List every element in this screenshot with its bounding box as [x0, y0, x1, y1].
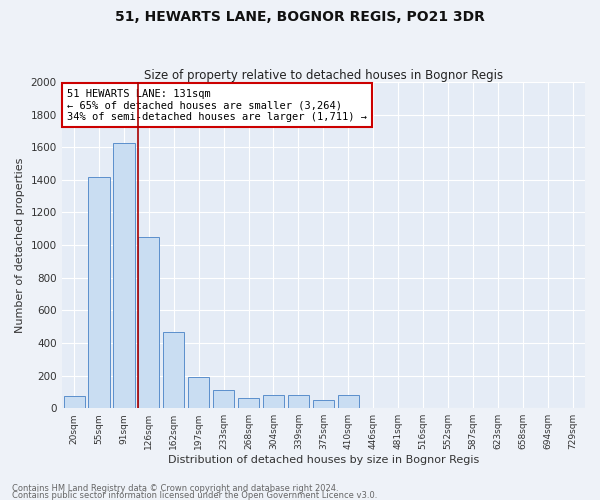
- Bar: [213, 390, 234, 408]
- Bar: [113, 143, 134, 408]
- Bar: [288, 395, 309, 408]
- Bar: [188, 377, 209, 408]
- Bar: [338, 395, 359, 408]
- X-axis label: Distribution of detached houses by size in Bognor Regis: Distribution of detached houses by size …: [168, 455, 479, 465]
- Bar: [88, 176, 110, 408]
- Bar: [163, 332, 184, 408]
- Y-axis label: Number of detached properties: Number of detached properties: [15, 158, 25, 333]
- Text: Contains public sector information licensed under the Open Government Licence v3: Contains public sector information licen…: [12, 490, 377, 500]
- Bar: [313, 400, 334, 408]
- Text: Contains HM Land Registry data © Crown copyright and database right 2024.: Contains HM Land Registry data © Crown c…: [12, 484, 338, 493]
- Bar: [64, 396, 85, 408]
- Text: 51 HEWARTS LANE: 131sqm
← 65% of detached houses are smaller (3,264)
34% of semi: 51 HEWARTS LANE: 131sqm ← 65% of detache…: [67, 88, 367, 122]
- Title: Size of property relative to detached houses in Bognor Regis: Size of property relative to detached ho…: [144, 69, 503, 82]
- Bar: [238, 398, 259, 408]
- Bar: [138, 237, 160, 408]
- Text: 51, HEWARTS LANE, BOGNOR REGIS, PO21 3DR: 51, HEWARTS LANE, BOGNOR REGIS, PO21 3DR: [115, 10, 485, 24]
- Bar: [263, 395, 284, 408]
